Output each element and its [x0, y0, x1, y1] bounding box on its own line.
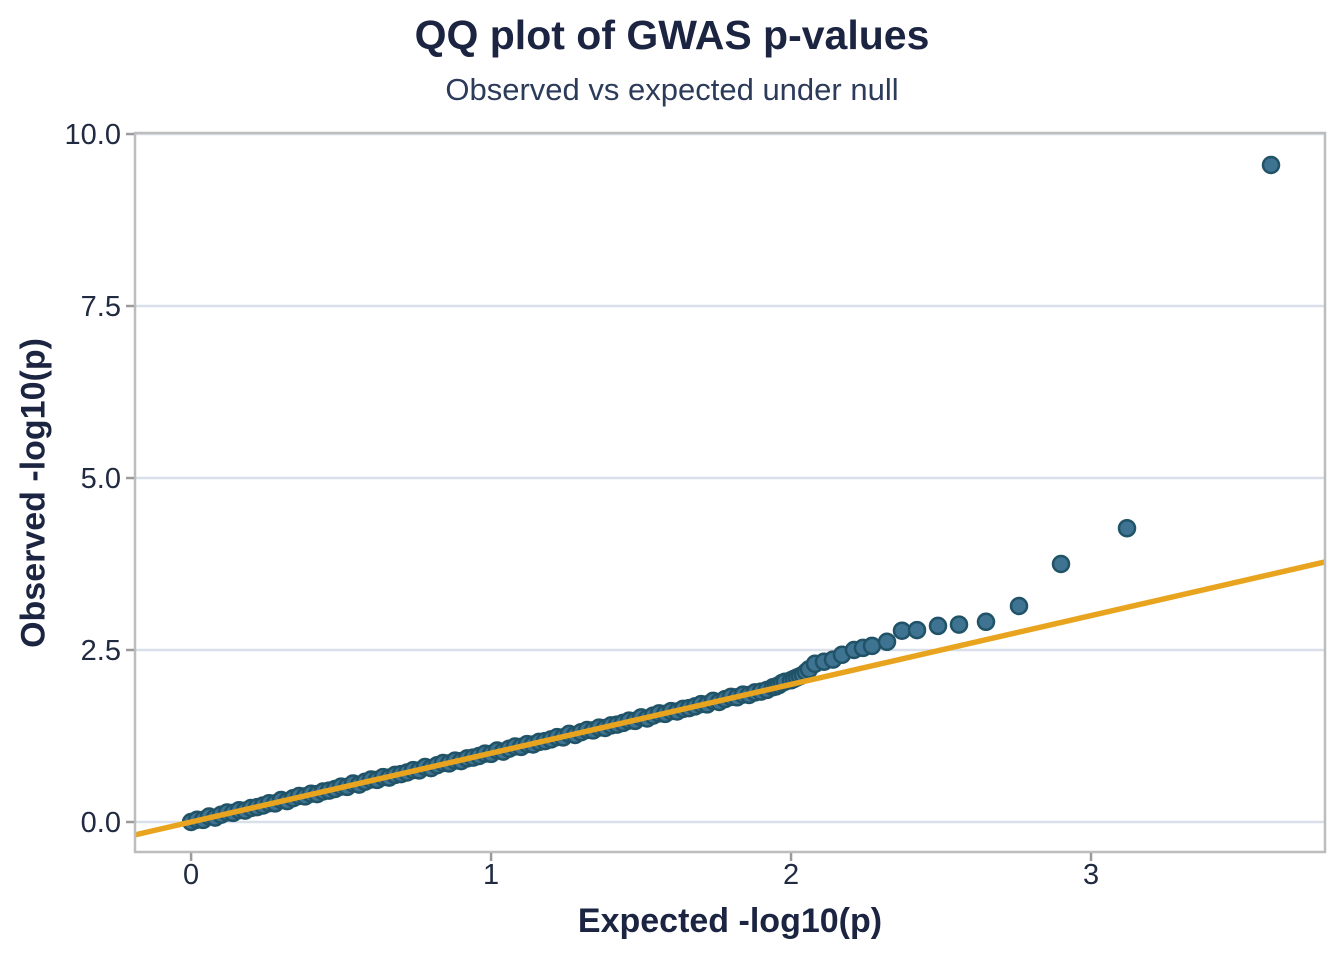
data-point [1051, 554, 1071, 574]
y-axis-title: Observed -log10(p) [14, 338, 53, 648]
data-point [892, 621, 912, 640]
y-tick-label: 10.0 [65, 119, 121, 151]
data-point [1117, 518, 1137, 538]
y-tick-label: 0.0 [81, 807, 121, 839]
y-tick-label: 7.5 [81, 291, 121, 323]
x-tick-label: 3 [1083, 859, 1099, 891]
chart-subtitle: Observed vs expected under null [445, 72, 899, 107]
x-tick-label: 0 [183, 859, 199, 891]
y-tick-label: 5.0 [81, 463, 121, 495]
data-point [928, 616, 948, 636]
data-point [949, 615, 969, 634]
panel-border [133, 131, 1327, 854]
x-axis-title: Expected -log10(p) [577, 902, 883, 940]
identity-reference-line [134, 559, 1326, 838]
y-tick-label: 2.5 [81, 635, 121, 667]
chart-title: QQ plot of GWAS p-values [414, 12, 930, 58]
x-tick-label: 1 [483, 859, 499, 891]
x-tick-label: 2 [783, 859, 799, 891]
data-point [1009, 596, 1029, 616]
data-point [1261, 155, 1281, 175]
data-point [877, 632, 897, 652]
data-point [976, 612, 996, 632]
data-point [862, 636, 882, 656]
data-point [907, 620, 927, 640]
